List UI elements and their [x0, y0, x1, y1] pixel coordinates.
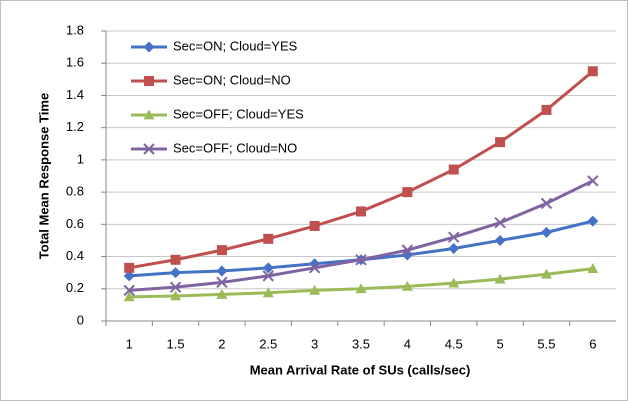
x-tick-label: 2.5 [259, 336, 277, 351]
marker [587, 263, 599, 274]
marker [541, 104, 552, 115]
legend-label: Sec=OFF; Cloud=NO [173, 140, 297, 155]
legend-label: Sec=ON; Cloud=YES [173, 38, 298, 53]
marker [448, 231, 460, 243]
marker [123, 284, 135, 297]
marker [494, 217, 506, 229]
y-tick-label: 1 [77, 151, 84, 166]
y-tick-label: 1.6 [66, 55, 84, 70]
marker [170, 267, 182, 279]
y-tick-label: 1.4 [66, 87, 84, 102]
marker [540, 197, 553, 210]
x-axis-label: Mean Arrival Rate of SUs (calls/sec) [250, 362, 471, 377]
marker [355, 283, 367, 294]
marker [124, 262, 135, 273]
marker [123, 291, 135, 302]
marker [216, 276, 228, 289]
marker [169, 281, 182, 293]
legend-label: Sec=OFF; Cloud=YES [173, 106, 304, 121]
y-tick-label: 0.4 [66, 248, 84, 263]
x-tick-label: 2 [218, 336, 225, 351]
marker [494, 234, 506, 246]
x-tick-label: 1 [126, 336, 133, 351]
marker [170, 290, 182, 301]
marker [143, 41, 155, 53]
y-tick-label: 0.6 [66, 216, 84, 231]
marker [309, 284, 321, 295]
marker [448, 164, 459, 175]
marker [123, 270, 135, 282]
x-tick-label: 3 [311, 336, 318, 351]
x-tick-label: 5 [496, 336, 503, 351]
y-tick-label: 1.8 [66, 22, 84, 37]
marker [216, 265, 228, 277]
marker [540, 226, 552, 238]
marker [495, 137, 506, 148]
marker [540, 268, 552, 279]
marker [356, 206, 366, 217]
y-tick-label: 1.2 [66, 119, 84, 134]
marker [263, 233, 274, 244]
marker [170, 254, 181, 265]
marker [587, 215, 599, 227]
x-tick-label: 3.5 [352, 336, 370, 351]
x-tick-label: 4 [404, 336, 411, 351]
marker [309, 220, 320, 231]
marker [355, 254, 367, 266]
marker [216, 245, 227, 256]
marker [144, 76, 154, 86]
marker [402, 187, 413, 198]
marker [143, 143, 155, 155]
y-tick-label: 0.8 [66, 184, 84, 199]
marker [401, 280, 413, 291]
x-tick-label: 6 [589, 336, 596, 351]
y-axis-label: Total Mean Response Time [36, 93, 51, 259]
marker [448, 243, 460, 254]
x-tick-label: 4.5 [445, 336, 463, 351]
y-tick-label: 0.2 [66, 280, 84, 295]
x-tick-label: 5.5 [537, 336, 555, 351]
marker [587, 66, 598, 77]
marker [262, 287, 274, 298]
marker [587, 175, 599, 187]
marker [401, 244, 414, 256]
marker [262, 262, 274, 274]
legend-label: Sec=ON; Cloud=NO [173, 72, 291, 87]
y-tick-label: 0 [77, 312, 84, 327]
marker [216, 288, 228, 299]
marker [448, 277, 460, 288]
marker [494, 273, 506, 284]
x-tick-label: 1.5 [167, 336, 185, 351]
marker [262, 270, 274, 282]
marker [308, 262, 321, 274]
marker [143, 109, 155, 120]
